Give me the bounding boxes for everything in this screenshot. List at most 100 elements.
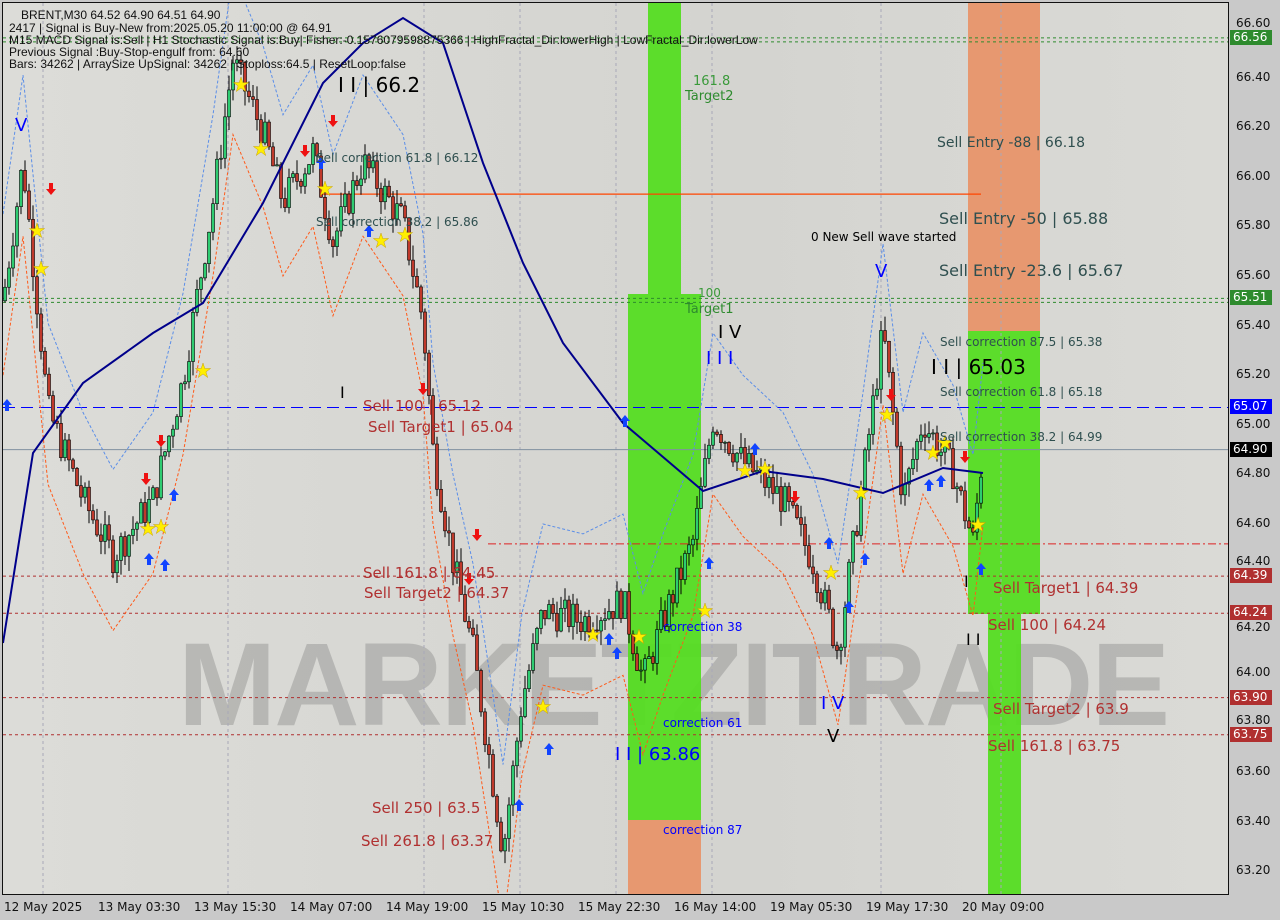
candle-body: [19, 170, 23, 207]
chart-annotation: Sell 250 | 63.5: [372, 799, 481, 817]
star-signal-icon: [152, 518, 170, 535]
candle-body: [291, 173, 295, 178]
y-tick-label: 65.80: [1236, 218, 1271, 233]
candle-body: [823, 589, 827, 604]
buy-arrow-icon: [364, 225, 374, 237]
star-signal-icon: [372, 232, 390, 249]
candle-body: [343, 193, 347, 207]
sell-arrow-icon: [472, 529, 482, 541]
sell-arrow-icon: [790, 491, 800, 503]
candle-body: [259, 119, 263, 144]
candle-body: [267, 121, 271, 148]
y-tick-label: 66.00: [1236, 168, 1271, 183]
candle-body: [911, 459, 915, 470]
candle-body: [79, 485, 83, 498]
candle-body: [871, 395, 875, 435]
bars-info-line: Bars: 34262 | ArraySize UpSignal: 34262 …: [9, 57, 406, 71]
chart-annotation: Sell correction 87.5 | 65.38: [940, 335, 1103, 349]
candle-body: [719, 434, 723, 443]
star-signal-icon: [252, 140, 270, 157]
candle-body: [387, 185, 391, 198]
chart-annotation: correction 87: [663, 823, 743, 837]
candle-body: [979, 476, 983, 504]
chart-annotation: Sell 100 | 65.12: [363, 397, 482, 415]
candle-body: [231, 62, 235, 91]
candle-body: [335, 230, 339, 247]
y-tick-label: 66.20: [1236, 119, 1271, 134]
chart-annotation: I I | 66.2: [338, 73, 421, 97]
candle-body: [83, 486, 87, 498]
candle-body: [747, 453, 751, 465]
candle-body: [671, 594, 675, 604]
candle-body: [695, 508, 699, 540]
candle-body: [263, 121, 267, 144]
candle-body: [199, 277, 203, 290]
candle-body: [35, 276, 39, 315]
candle-body: [827, 589, 831, 610]
candle-body: [547, 604, 551, 620]
candle-body: [567, 599, 571, 627]
candle-body: [815, 573, 819, 594]
candle-body: [155, 487, 159, 499]
candle-body: [955, 486, 959, 490]
x-tick-label: 19 May 17:30: [866, 900, 949, 914]
candle-body: [611, 611, 615, 619]
candle-body: [419, 286, 423, 313]
candle-body: [383, 185, 387, 203]
candle-body: [423, 311, 427, 354]
buy-arrow-icon: [750, 443, 760, 455]
candle-body: [459, 561, 463, 595]
candle-body: [819, 592, 823, 604]
candle-body: [235, 59, 239, 64]
candle-body: [907, 468, 911, 485]
candle-body: [711, 431, 715, 446]
y-tick-label: 65.60: [1236, 268, 1271, 282]
candle-body: [147, 499, 151, 523]
candle-body: [299, 181, 303, 187]
star-signal-icon: [878, 406, 896, 423]
candle-body: [287, 177, 291, 208]
candle-body: [483, 711, 487, 746]
candle-body: [659, 610, 663, 630]
candle-body: [887, 340, 891, 373]
candle-body: [627, 591, 631, 635]
candle-body: [903, 483, 907, 496]
candle-body: [835, 645, 839, 651]
candle-body: [435, 443, 439, 490]
candle-body: [467, 621, 471, 629]
x-tick-label: 14 May 19:00: [386, 900, 469, 914]
candle-body: [359, 178, 363, 186]
candle-body: [755, 469, 759, 473]
candle-body: [315, 143, 319, 157]
candle-body: [463, 594, 467, 622]
candle-body: [631, 633, 635, 655]
candle-body: [447, 530, 451, 534]
candle-body: [927, 433, 931, 438]
sell-arrow-icon: [46, 183, 56, 195]
y-tick-label: 65.40: [1236, 317, 1271, 332]
star-signal-icon: [232, 76, 250, 93]
candle-body: [159, 455, 163, 499]
candle-body: [63, 439, 67, 458]
candle-body: [7, 267, 11, 288]
chart-annotation: I: [340, 383, 345, 402]
candle-body: [163, 451, 167, 457]
candle-body: [71, 459, 75, 469]
buy-arrow-icon: [514, 799, 524, 811]
buy-arrow-icon: [169, 489, 179, 501]
candle-body: [107, 524, 111, 541]
sell-arrow-icon: [156, 435, 166, 447]
chart-plot-area[interactable]: MARKETZITRADE BRENT,M30 64.52 64.90 64.5…: [2, 2, 1229, 895]
candle-body: [127, 535, 131, 557]
candle-body: [115, 560, 119, 574]
chart-annotation: I V: [718, 322, 742, 343]
sell-arrow-icon: [141, 473, 151, 485]
indicator-line: M15 MACD Signal is:Sell | H1 Stochastic …: [9, 33, 758, 47]
chart-annotation: 0 New Sell wave started: [811, 230, 957, 244]
candle-body: [523, 688, 527, 717]
star-signal-icon: [584, 626, 602, 643]
candle-body: [939, 451, 943, 456]
price-tag: 64.24: [1230, 605, 1272, 621]
candle-body: [543, 610, 547, 620]
y-tick-label: 64.40: [1236, 553, 1271, 568]
